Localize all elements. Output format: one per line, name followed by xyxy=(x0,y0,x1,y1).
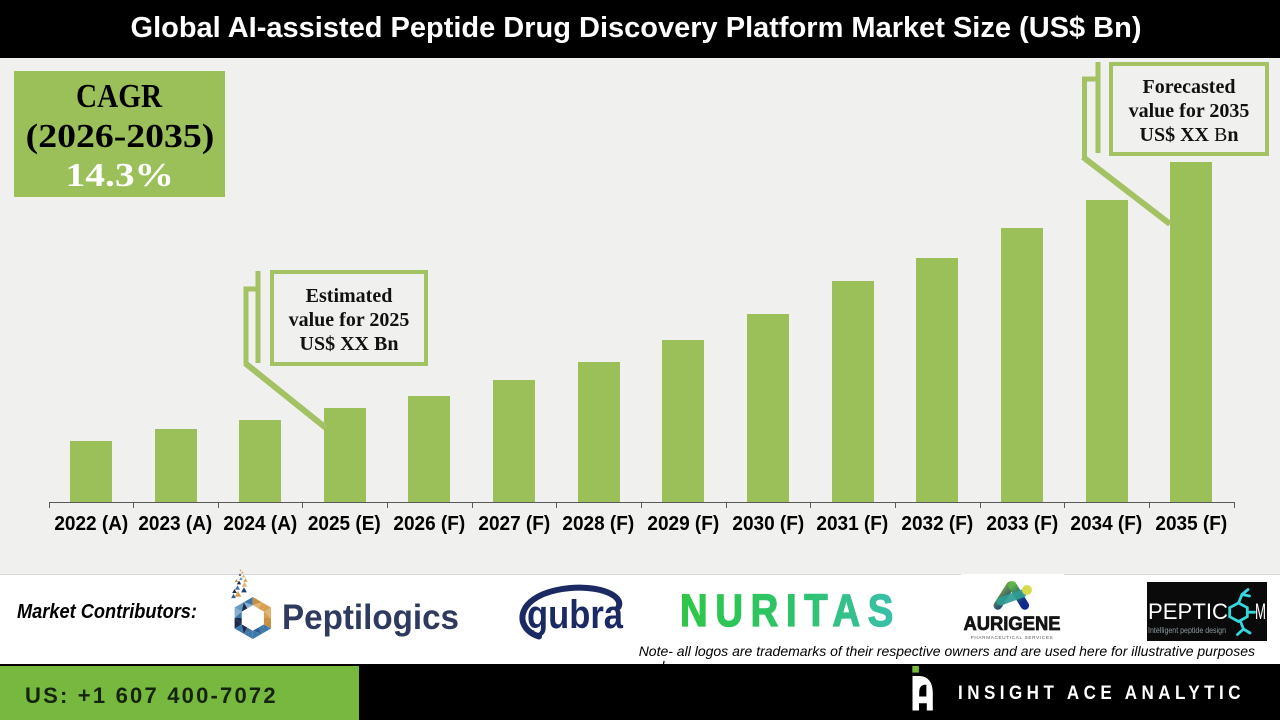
svg-text:NURITAS: NURITAS xyxy=(680,585,901,636)
svg-text:INSIGHT ACE ANALYTIC: INSIGHT ACE ANALYTIC xyxy=(958,683,1245,704)
svg-text:Intelligent peptide design: Intelligent peptide design xyxy=(1148,625,1226,635)
svg-text:PHARMACEUTICAL SERVICES: PHARMACEUTICAL SERVICES xyxy=(971,635,1054,640)
svg-text:Peptilogics: Peptilogics xyxy=(282,598,459,637)
svg-text:AURIGENE: AURIGENE xyxy=(964,614,1061,635)
svg-text:M: M xyxy=(1255,599,1266,624)
svg-text:PEPTIC: PEPTIC xyxy=(1148,599,1228,624)
svg-text:gubra: gubra xyxy=(527,593,624,637)
